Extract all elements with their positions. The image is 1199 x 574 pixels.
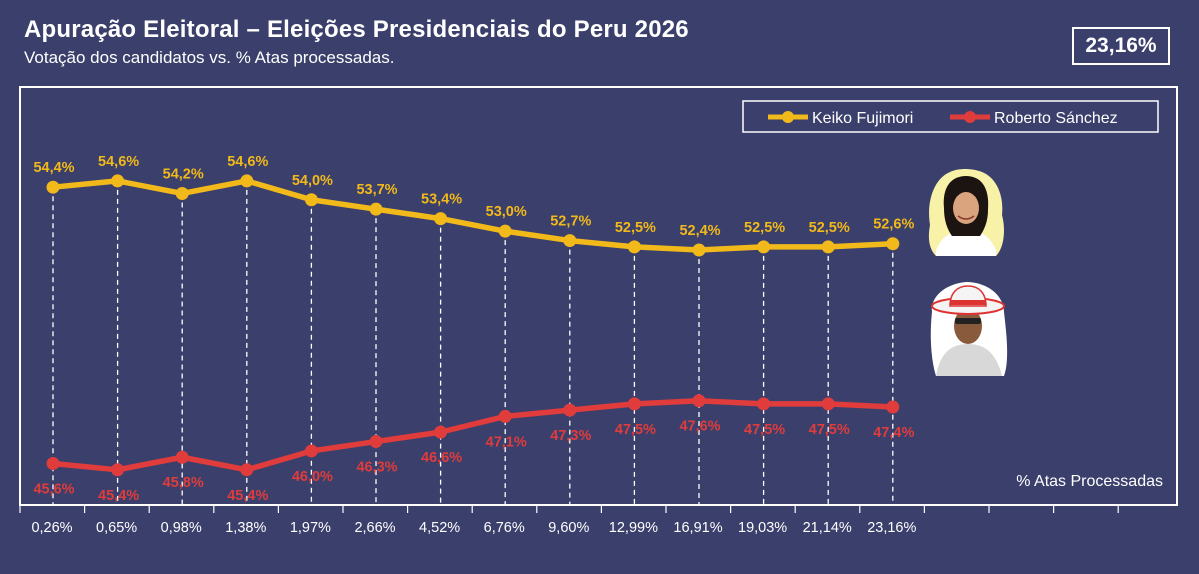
data-point (692, 394, 706, 408)
x-tick-label: 0,26% (31, 520, 72, 536)
data-point (692, 243, 706, 257)
legend-label-keiko: Keiko Fujimori (812, 110, 913, 127)
data-point (175, 186, 189, 200)
data-label: 47,3% (550, 428, 591, 444)
data-point (46, 180, 60, 194)
series-line-sanchez (50, 397, 896, 473)
data-label: 53,4% (421, 192, 462, 208)
data-point (369, 202, 383, 216)
plot-frame (19, 86, 1178, 506)
avatar-keiko-fujimori (928, 169, 1004, 256)
data-point (111, 463, 125, 477)
data-label: 45,6% (33, 482, 74, 498)
legend-marker-sanchez (964, 111, 976, 123)
data-label: 53,7% (356, 182, 397, 198)
data-label: 52,4% (679, 223, 720, 239)
data-point (46, 457, 60, 471)
x-tick-label: 23,16% (867, 520, 916, 536)
data-point (240, 463, 254, 477)
data-point (434, 425, 448, 439)
data-label: 45,4% (227, 488, 268, 504)
data-point (369, 435, 383, 449)
x-tick-label: 1,38% (225, 520, 266, 536)
series-points (46, 174, 900, 477)
data-label: 52,5% (615, 220, 656, 236)
data-label: 54,6% (227, 154, 268, 170)
data-label: 52,7% (550, 214, 591, 230)
data-label: 53,0% (486, 204, 527, 220)
data-point (757, 240, 771, 254)
data-label: 47,6% (679, 419, 720, 435)
legend-marker-keiko (782, 111, 794, 123)
legend-label-sanchez: Roberto Sánchez (994, 110, 1118, 127)
progress-badge: 23,16% (1072, 27, 1170, 65)
data-point (886, 400, 900, 414)
data-label: 52,6% (873, 217, 914, 233)
x-tick-label: 12,99% (609, 520, 658, 536)
legend: Keiko Fujimori Roberto Sánchez (742, 100, 1159, 133)
data-point (563, 234, 577, 248)
data-point (498, 224, 512, 238)
data-point (821, 397, 835, 411)
data-point (434, 212, 448, 226)
data-label: 46,3% (356, 460, 397, 476)
data-point (240, 174, 254, 188)
x-tick-label: 0,98% (161, 520, 202, 536)
legend-box (742, 100, 1159, 133)
data-label: 46,6% (421, 450, 462, 466)
data-label: 47,4% (873, 425, 914, 441)
data-point (304, 444, 318, 458)
data-point (757, 397, 771, 411)
data-label: 54,6% (98, 154, 139, 170)
x-tick-label: 16,91% (673, 520, 722, 536)
data-label: 54,4% (33, 160, 74, 176)
data-label: 46,0% (292, 469, 333, 485)
data-label: 52,5% (809, 220, 850, 236)
x-tick-label: 4,52% (419, 520, 460, 536)
data-labels: 54,4% 54,6% 54,2% 54,6% 54,0% 53,7% 53,4% 53,0%… (33, 154, 914, 504)
x-axis-title: % Atas Processadas (1016, 473, 1163, 490)
chart-subtitle: Votação dos candidatos vs. % Atas proces… (24, 48, 395, 67)
data-label: 52,5% (744, 220, 785, 236)
data-point (563, 403, 577, 417)
data-point (886, 237, 900, 251)
x-tick-label: 21,14% (803, 520, 852, 536)
data-label: 47,5% (615, 422, 656, 438)
x-tick-label: 6,76% (484, 520, 525, 536)
x-tick-label: 2,66% (354, 520, 395, 536)
data-label: 47,5% (809, 422, 850, 438)
data-label: 54,2% (163, 166, 204, 182)
data-label: 45,4% (98, 488, 139, 504)
data-label: 54,0% (292, 173, 333, 189)
x-tick-label: 0,65% (96, 520, 137, 536)
data-label: 47,5% (744, 422, 785, 438)
data-point (627, 240, 641, 254)
data-point (304, 193, 318, 207)
data-point (175, 450, 189, 464)
data-label: 45,8% (163, 475, 204, 491)
x-tick-label: 19,03% (738, 520, 787, 536)
avatar-roberto-sanchez (930, 282, 1008, 376)
data-point (498, 409, 512, 423)
data-point (821, 240, 835, 254)
x-tick-label: 1,97% (290, 520, 331, 536)
x-axis: 0,26% 0,65% 0,98% 1,38% 1,97% 2,66% 4,52% 6,76%… (19, 505, 1119, 536)
x-tick-label: 9,60% (548, 520, 589, 536)
series-line-keiko (50, 178, 896, 253)
data-point (627, 397, 641, 411)
grid-lines (52, 180, 894, 505)
data-point (111, 174, 125, 188)
series-lines (50, 178, 896, 473)
chart-title: Apuração Eleitoral – Eleições Presidenci… (24, 16, 689, 43)
data-label: 47,1% (486, 434, 527, 450)
